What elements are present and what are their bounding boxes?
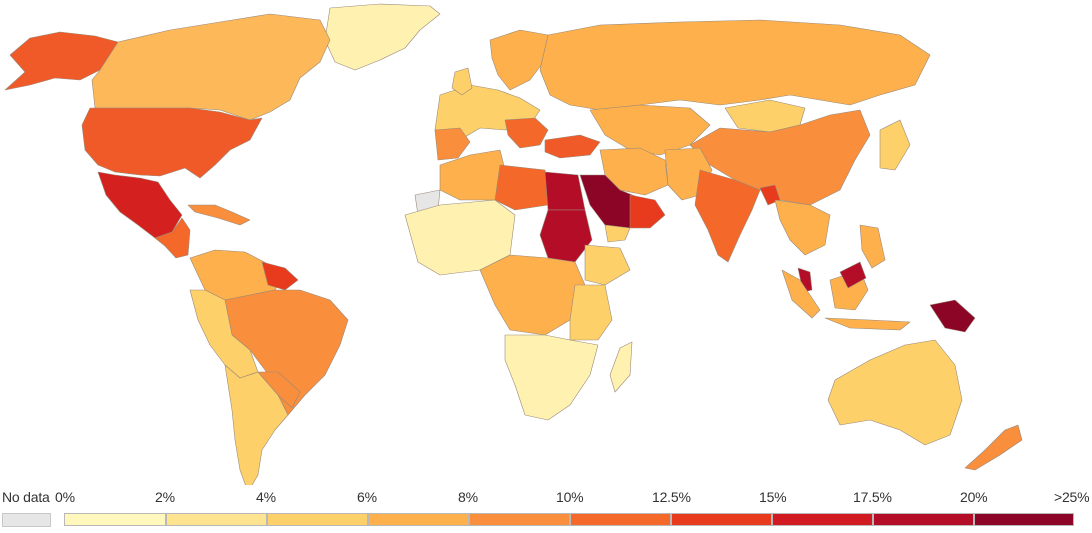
region-malaysia-borneo[interactable] <box>839 261 867 289</box>
region-ethiopia[interactable] <box>584 244 631 286</box>
legend-tick-label-10: >25% <box>1054 489 1090 505</box>
world-map-svg <box>4 3 1023 493</box>
region-paraguay-uruguay[interactable] <box>257 371 301 409</box>
legend-bin-10 <box>974 513 1074 526</box>
region-philippines[interactable] <box>859 224 886 269</box>
region-oman[interactable] <box>629 194 666 229</box>
legend-bin-4 <box>368 513 469 526</box>
region-iberia[interactable] <box>434 127 471 161</box>
legend-bin-8 <box>772 513 873 526</box>
region-southeast-asia[interactable] <box>774 199 831 256</box>
legend-tick-label-5: 10% <box>556 489 584 505</box>
region-new-zealand[interactable] <box>964 424 1023 471</box>
world-map <box>4 3 1023 493</box>
legend-no-data-label: No data <box>2 489 50 505</box>
region-guianas[interactable] <box>261 261 299 291</box>
legend-bin-5 <box>469 513 570 526</box>
region-papua[interactable] <box>929 299 976 333</box>
region-mexico[interactable] <box>97 171 183 239</box>
legend-bin-6 <box>570 513 671 526</box>
region-scandinavia[interactable] <box>489 29 549 91</box>
region-central-america[interactable] <box>154 217 191 259</box>
region-russia[interactable] <box>539 19 931 111</box>
legend-tick-label-9: 20% <box>960 489 988 505</box>
region-canada[interactable] <box>91 13 331 121</box>
legend-tick-label-7: 15% <box>759 489 787 505</box>
region-egypt[interactable] <box>544 171 586 211</box>
legend-no-data-swatch <box>2 513 51 527</box>
legend-tick-label-0: 0% <box>55 489 75 505</box>
region-sumatra[interactable] <box>781 269 821 319</box>
region-alaska[interactable] <box>4 31 119 91</box>
region-southern-africa[interactable] <box>504 334 599 421</box>
region-balkans[interactable] <box>504 117 549 149</box>
legend-bin-9 <box>873 513 974 526</box>
legend-bin-2 <box>166 513 267 526</box>
legend: No data 0% 2% 4% 6% 8% 10% 12.5% 15% 17.… <box>0 485 1092 533</box>
region-libya[interactable] <box>494 164 549 211</box>
region-east-africa[interactable] <box>569 284 613 341</box>
region-turkey[interactable] <box>544 134 601 159</box>
region-japan[interactable] <box>879 119 911 171</box>
region-usa[interactable] <box>81 107 263 179</box>
legend-bin-7 <box>671 513 772 526</box>
region-caribbean[interactable] <box>187 204 251 226</box>
region-indonesia-east[interactable] <box>824 317 911 331</box>
legend-tick-label-3: 6% <box>357 489 377 505</box>
region-central-asia[interactable] <box>589 104 711 156</box>
legend-bin-3 <box>267 513 368 526</box>
legend-tick-label-2: 4% <box>256 489 276 505</box>
region-greenland[interactable] <box>324 3 441 71</box>
legend-bin-1 <box>64 513 166 526</box>
region-brazil[interactable] <box>224 289 349 416</box>
region-uk[interactable] <box>451 67 473 96</box>
region-india[interactable] <box>694 169 761 263</box>
legend-tick-label-6: 12.5% <box>652 489 691 505</box>
region-yemen[interactable] <box>604 224 631 243</box>
legend-tick-label-4: 8% <box>458 489 478 505</box>
legend-tick-label-8: 17.5% <box>853 489 892 505</box>
region-central-africa[interactable] <box>479 254 586 336</box>
region-australia[interactable] <box>827 339 963 446</box>
region-sudan[interactable] <box>539 209 593 263</box>
legend-tick-label-1: 2% <box>155 489 175 505</box>
region-madagascar[interactable] <box>609 341 633 393</box>
